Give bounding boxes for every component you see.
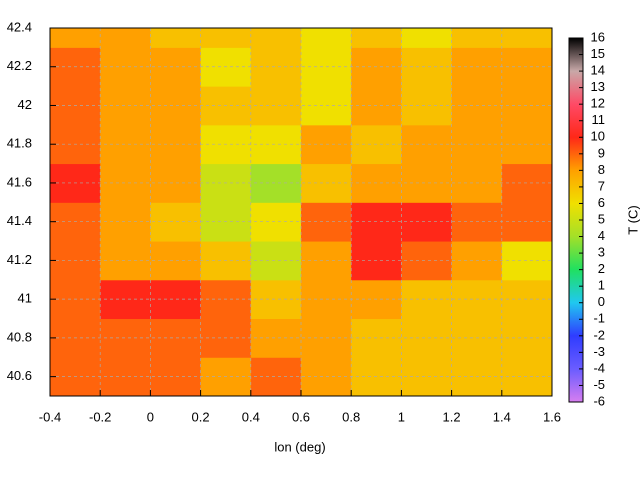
- heatmap-cell: [451, 28, 503, 48]
- heatmap-cell: [401, 202, 453, 242]
- colorbar-tick-label: 10: [591, 129, 605, 144]
- colorbar-tick-label: 16: [591, 29, 605, 44]
- axes: [49, 27, 553, 396]
- colorbar-tick-label: -2: [593, 327, 605, 342]
- x-tick-label: -0.2: [89, 409, 111, 424]
- x-tick-label: 1.6: [543, 409, 561, 424]
- x-tick-label: 1.4: [493, 409, 511, 424]
- heatmap-cell: [250, 28, 302, 48]
- colorbar-tick-label: 5: [598, 211, 605, 226]
- heatmap-cell: [250, 202, 302, 242]
- colorbar-tick-label: 0: [598, 294, 605, 309]
- x-tick-label: 0.2: [192, 409, 210, 424]
- y-tick-label: 40.8: [7, 329, 32, 344]
- colorbar-tick-label: 13: [591, 79, 605, 94]
- heatmap-cell: [401, 318, 453, 358]
- heatmap-cell: [351, 28, 402, 48]
- heatmap-cell: [250, 279, 302, 320]
- y-tick-label: 42.4: [7, 19, 32, 34]
- x-tick-label: 1: [398, 409, 405, 424]
- y-tick-label: 41: [18, 291, 32, 306]
- heatmap-cell: [100, 124, 151, 165]
- heatmap-cell: [250, 86, 302, 126]
- heatmap-cell: [401, 163, 453, 203]
- heatmap-cell: [100, 28, 151, 48]
- colorbar-tick-label: 14: [591, 63, 605, 78]
- x-tick-label: 0.4: [242, 409, 260, 424]
- colorbar-tick-label: -5: [593, 377, 605, 392]
- colorbar-tick-label: 3: [598, 245, 605, 260]
- heatmap-cell: [200, 28, 252, 48]
- heatmap-cell: [401, 47, 453, 87]
- heatmap-cell: [401, 241, 453, 281]
- y-tick-label: 41.8: [7, 136, 32, 151]
- colorbar-tick-label: 4: [598, 228, 605, 243]
- x-axis-label: lon (deg): [274, 439, 325, 454]
- heatmap-cell: [401, 279, 453, 320]
- x-tick-label: 0.8: [342, 409, 360, 424]
- heatmap-cell: [401, 357, 453, 396]
- heatmap-cell: [250, 47, 302, 87]
- heatmap-cell: [250, 357, 302, 396]
- colorbar-label: T (C): [625, 205, 640, 234]
- heatmap-cell: [401, 86, 453, 126]
- colorbar-tick-label: 6: [598, 195, 605, 210]
- colorbar-tick-label: 1: [598, 278, 605, 293]
- y-tick-label: 40.6: [7, 368, 32, 383]
- colorbar-tick-label: 11: [592, 112, 606, 127]
- heatmap-cell: [250, 124, 302, 165]
- colorbar-tick-label: -1: [593, 311, 605, 326]
- y-tick-label: 41.6: [7, 174, 32, 189]
- x-tick-label: 0: [147, 409, 154, 424]
- heatmap-cell: [250, 318, 302, 358]
- heatmap-cell: [501, 28, 552, 48]
- heatmap-cell: [250, 163, 302, 203]
- y-tick-label: 41.4: [7, 213, 32, 228]
- heatmap-cell: [50, 28, 101, 48]
- x-tick-label: 1.2: [443, 409, 461, 424]
- x-tick-label: 0.6: [292, 409, 310, 424]
- colorbar-tick-label: -4: [593, 360, 605, 375]
- heatmap-cell: [401, 124, 453, 165]
- heatmap-cell: [100, 47, 151, 87]
- heatmap-cell: [100, 241, 151, 281]
- heatmap-cell: [250, 241, 302, 281]
- heatmap-cell: [401, 28, 453, 48]
- heatmap-cell: [100, 202, 151, 242]
- colorbar-tick-label: -3: [593, 344, 605, 359]
- colorbar-tick-label: 12: [591, 96, 605, 111]
- y-tick-label: 41.2: [7, 252, 32, 267]
- plot-frame: [49, 27, 553, 397]
- colorbar-tick-label: 7: [598, 178, 605, 193]
- heatmap-cell: [100, 279, 151, 320]
- y-tick-label: 42: [18, 97, 32, 112]
- y-tick-label: 42.2: [7, 58, 32, 73]
- colorbar-tick-label: -6: [593, 393, 605, 408]
- heatmap-cell: [100, 86, 151, 126]
- colorbar-tick-label: 9: [598, 145, 605, 160]
- heatmap-cell: [301, 28, 352, 48]
- x-tick-label: -0.4: [39, 409, 61, 424]
- heatmap-cell: [100, 357, 151, 396]
- colorbar-tick-label: 2: [598, 261, 605, 276]
- colorbar-tick-label: 8: [598, 162, 605, 177]
- heatmap-cell: [100, 163, 151, 203]
- colorbar-tick-label: 15: [591, 46, 605, 61]
- heatmap-cell: [100, 318, 151, 358]
- heatmap-cell: [150, 28, 202, 48]
